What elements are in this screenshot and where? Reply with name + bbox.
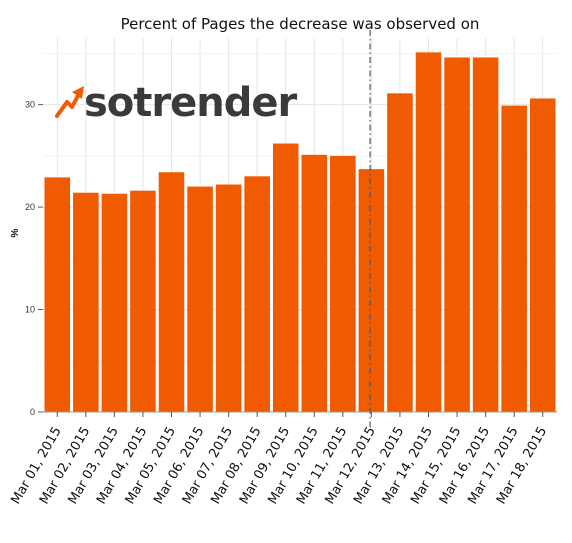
bar <box>472 57 499 412</box>
y-tick-label: 20 <box>25 202 35 212</box>
bar <box>529 98 556 412</box>
bar <box>244 176 270 412</box>
bars <box>44 52 556 413</box>
bar <box>358 169 385 412</box>
bar <box>387 93 413 412</box>
y-axis-label: % <box>10 228 21 237</box>
y-axis: 0 10 20 30 <box>25 100 43 417</box>
y-tick-label: 10 <box>25 305 35 315</box>
trend-arrow-icon <box>55 86 84 118</box>
bar <box>444 57 470 412</box>
bar <box>101 193 128 412</box>
bar <box>158 172 185 412</box>
bar <box>501 105 527 413</box>
bar <box>130 190 156 412</box>
bar <box>73 192 99 412</box>
bar <box>415 52 442 412</box>
bar <box>272 143 299 412</box>
sotrender-logo: sotrender <box>55 80 299 126</box>
bar <box>44 177 71 412</box>
bar <box>330 155 356 412</box>
y-tick-label: 0 <box>30 407 35 417</box>
bar <box>301 154 328 412</box>
bar <box>187 186 213 412</box>
bar <box>215 184 242 412</box>
logo-text: sotrender <box>84 80 298 126</box>
chart-title: Percent of Pages the decrease was observ… <box>121 15 480 33</box>
y-tick-label: 30 <box>25 100 35 110</box>
